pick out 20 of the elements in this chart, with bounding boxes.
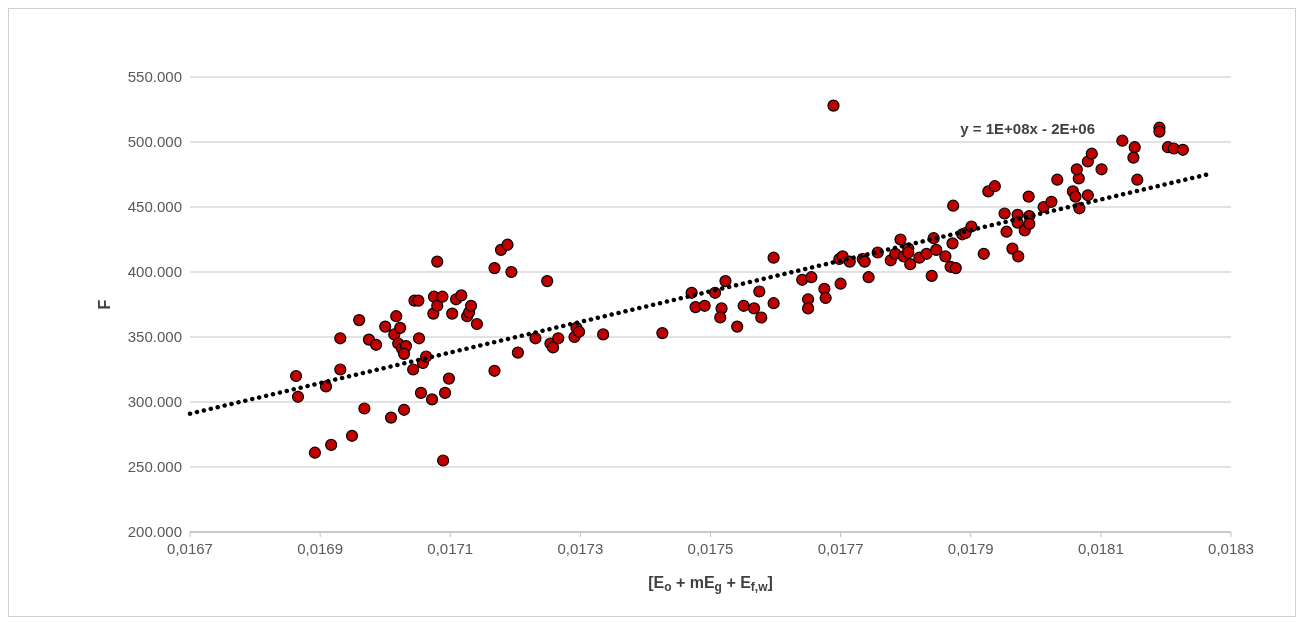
y-tick-label: 450.000 bbox=[127, 198, 182, 215]
x-tick-label: 0,0167 bbox=[167, 540, 213, 557]
y-tick-label: 300.000 bbox=[127, 393, 182, 410]
x-tick-label: 0,0173 bbox=[557, 540, 604, 557]
x-axis-title: [E$_{o}$ + mE$_{g}$ + E$_{f,w}$] bbox=[648, 574, 773, 594]
y-tick-label: 250.000 bbox=[127, 458, 182, 475]
y-tick-label: 400.000 bbox=[127, 263, 182, 280]
y-tick-label: 500.000 bbox=[127, 133, 182, 150]
x-tick-label: 0,0169 bbox=[297, 540, 344, 557]
y-tick-label: 550.000 bbox=[127, 68, 182, 85]
annotation: y = 1E+08x - 2E+06 bbox=[960, 120, 1096, 137]
y-tick-label: 350.000 bbox=[127, 328, 182, 345]
x-tick-label: 0,0181 bbox=[1077, 540, 1124, 557]
y-tick-label: 200.000 bbox=[127, 523, 182, 540]
x-tick-label: 0,0183 bbox=[1208, 540, 1254, 557]
y-axis-title: F bbox=[96, 299, 113, 310]
x-tick-label: 0,0179 bbox=[947, 540, 994, 557]
x-tick-label: 0,0177 bbox=[817, 540, 864, 557]
x-tick-label: 0,0171 bbox=[427, 540, 474, 557]
x-tick-label: 0,0175 bbox=[687, 540, 734, 557]
